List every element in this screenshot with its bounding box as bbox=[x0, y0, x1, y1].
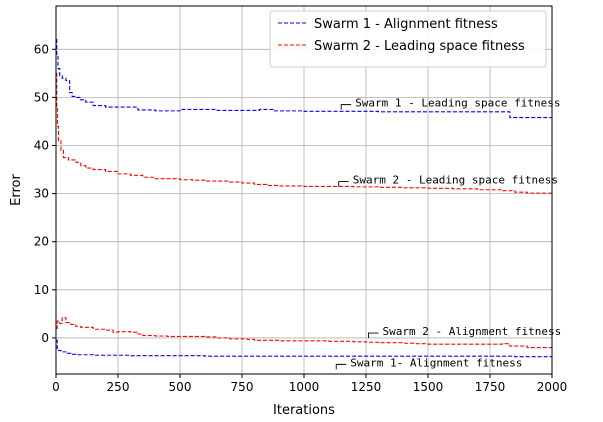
legend: Swarm 1 - Alignment fitness Swarm 2 - Lea… bbox=[269, 10, 547, 68]
y-tick-label: 50 bbox=[34, 90, 49, 104]
x-tick-label: 250 bbox=[107, 380, 130, 394]
x-tick-label: 1000 bbox=[289, 380, 320, 394]
series-layer bbox=[56, 39, 553, 358]
annotation-label: Swarm 2 - Leading space fitness bbox=[353, 174, 558, 187]
y-tick-label: 60 bbox=[34, 42, 49, 56]
annotations: Swarm 1 - Leading space fitness Swarm 2 -… bbox=[335, 97, 561, 370]
x-tick-label: 500 bbox=[169, 380, 192, 394]
y-tick-label: 20 bbox=[34, 235, 49, 249]
x-tick-label: 0 bbox=[52, 380, 60, 394]
annotation-pointer bbox=[368, 332, 379, 339]
annotation-pointer bbox=[335, 363, 347, 370]
annotation-label: Swarm 1 - Leading space fitness bbox=[355, 97, 560, 110]
y-tick-label: 40 bbox=[34, 139, 49, 153]
legend-label: Swarm 2 - Leading space fitness bbox=[314, 39, 525, 54]
series-line-1 bbox=[56, 72, 553, 194]
series-line-3 bbox=[56, 317, 553, 349]
annotation-pointer bbox=[338, 181, 349, 187]
y-tick-label: 30 bbox=[34, 187, 49, 201]
annotation-pointer bbox=[340, 104, 352, 110]
x-tick-label: 1250 bbox=[351, 380, 382, 394]
series-line-0 bbox=[56, 339, 552, 358]
y-axis-label: Error bbox=[9, 174, 24, 206]
x-tick-label: 750 bbox=[231, 380, 254, 394]
x-tick-label: 1500 bbox=[413, 380, 444, 394]
annotation-label: Swarm 2 - Alignment fitness bbox=[382, 325, 561, 338]
y-tick-label: 0 bbox=[41, 331, 49, 345]
series-line-2 bbox=[56, 39, 552, 119]
legend-label: Swarm 1 - Alignment fitness bbox=[314, 17, 498, 32]
x-axis-ticks: 0 250 500 750 1000 1250 1500 1750 2000 bbox=[52, 374, 567, 394]
y-axis-ticks: 0 10 20 30 40 50 60 bbox=[34, 42, 56, 345]
annotation-label: Swarm 1- Alignment fitness bbox=[350, 356, 522, 369]
x-tick-label: 1750 bbox=[475, 380, 506, 394]
y-tick-label: 10 bbox=[34, 283, 49, 297]
legend-box bbox=[269, 10, 547, 68]
x-axis-label: Iterations bbox=[273, 403, 335, 418]
x-tick-label: 2000 bbox=[537, 380, 568, 394]
